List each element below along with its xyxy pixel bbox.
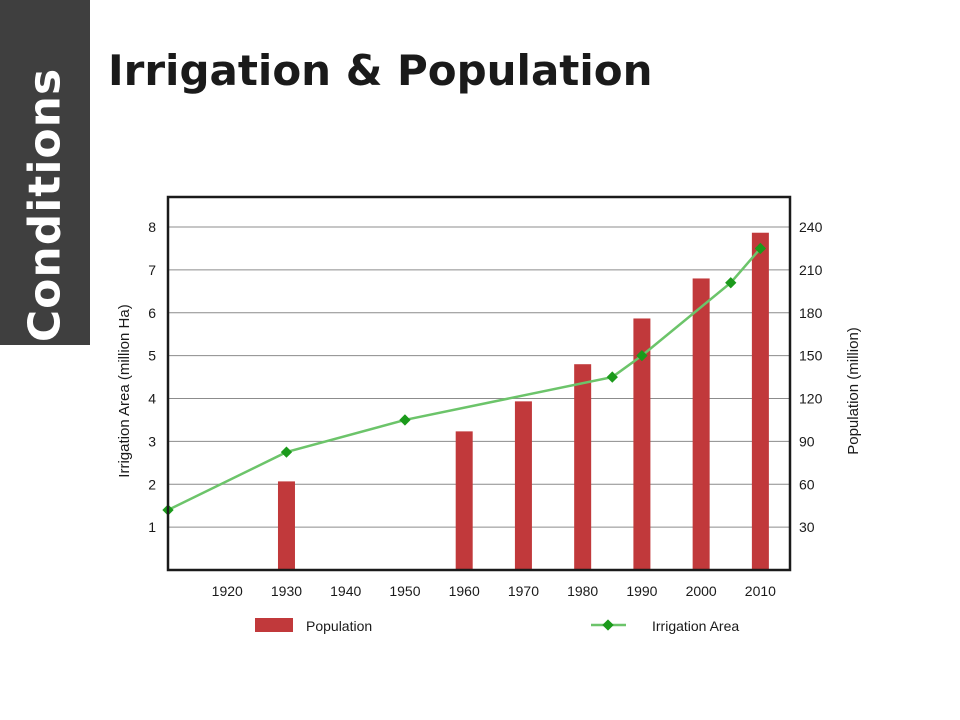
gridlines xyxy=(168,226,790,528)
irrigation-area-point xyxy=(636,349,648,362)
legend-irrigation-label: Irrigation Area xyxy=(652,618,739,634)
y-left-tick-label: 8 xyxy=(148,219,156,235)
x-tick-label: 1980 xyxy=(567,583,598,599)
y-left-tick-label: 3 xyxy=(148,433,156,449)
y-right-tick-label: 120 xyxy=(799,391,823,407)
y-right-tick-label: 60 xyxy=(799,476,815,492)
y-left-tick-label: 4 xyxy=(148,391,156,407)
legend-population-swatch xyxy=(255,618,293,632)
x-tick-label: 1930 xyxy=(271,583,302,599)
y-right-tick-label: 150 xyxy=(799,348,823,364)
legend: Population Irrigation Area xyxy=(255,618,739,634)
x-tick-label: 1940 xyxy=(330,583,361,599)
population-bar xyxy=(633,318,651,570)
x-tick-label: 1970 xyxy=(508,583,539,599)
population-bar xyxy=(514,401,532,570)
irrigation-line xyxy=(162,242,767,516)
side-tab: Conditions xyxy=(0,0,90,345)
y-right-tick-label: 180 xyxy=(799,305,823,321)
population-bar xyxy=(751,232,769,570)
y-left-tick-label: 2 xyxy=(148,476,156,492)
y-right-tick-label: 30 xyxy=(799,519,815,535)
population-bar xyxy=(574,364,592,570)
x-tick-label: 1990 xyxy=(626,583,657,599)
x-tick-label: 2010 xyxy=(745,583,776,599)
irrigation-area-point xyxy=(754,242,767,255)
x-tick-label: 1920 xyxy=(212,583,243,599)
population-bar xyxy=(692,278,710,570)
bars xyxy=(277,232,769,570)
tick-labels: 1 2 3 4 5 6 7 8 30 60 90 120 150 180 210 240 1920 1930 194… xyxy=(148,219,822,599)
slide-title: Irrigation & Population xyxy=(108,46,653,95)
population-bar xyxy=(455,431,473,570)
legend-irrigation-marker xyxy=(602,619,614,631)
x-tick-label: 1960 xyxy=(449,583,480,599)
y-right-tick-label: 240 xyxy=(799,219,823,235)
irrigation-area-point xyxy=(725,277,737,289)
irrigation-area-point xyxy=(280,446,293,458)
plot-frame xyxy=(166,195,792,572)
y-left-tick-label: 7 xyxy=(148,262,156,278)
y-left-tick-label: 5 xyxy=(148,348,156,364)
irrigation-area-point xyxy=(399,414,411,426)
y-axis-label-left: Irrigation Area (million Ha) xyxy=(116,304,133,477)
legend-population-label: Population xyxy=(306,618,372,634)
population-bar xyxy=(277,481,295,570)
y-axis-label-right: Population (million) xyxy=(845,327,862,455)
x-tick-label: 2000 xyxy=(686,583,717,599)
x-tick-label: 1950 xyxy=(389,583,420,599)
y-left-tick-label: 1 xyxy=(148,519,156,535)
y-right-tick-label: 210 xyxy=(799,262,823,278)
y-right-tick-label: 90 xyxy=(799,433,815,449)
irrigation-area-point xyxy=(606,371,618,383)
y-left-tick-label: 6 xyxy=(148,305,156,321)
